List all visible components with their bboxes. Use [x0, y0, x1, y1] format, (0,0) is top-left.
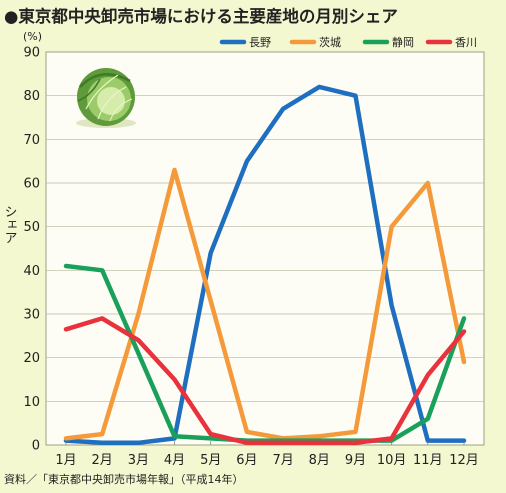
x-tick-label: 12月 [449, 453, 479, 468]
source-note: 資料／「東京都中央卸売市場年報」（平成14年） [4, 473, 244, 486]
y-tick-label: 40 [23, 264, 40, 279]
x-axis: 1月 2月 3月 4月 5月 6月 7月 8月 9月 10月 11月 12月 [55, 441, 479, 468]
x-tick-label: 2月 [92, 453, 113, 468]
y-tick-label: 90 [23, 46, 40, 61]
series-line-4 [63, 316, 467, 446]
x-tick-label: 8月 [309, 453, 330, 468]
y-unit: (%) [23, 30, 42, 43]
legend-label: 香川 [455, 36, 477, 49]
y-tick-label: 30 [23, 308, 40, 323]
x-tick-label: 4月 [164, 453, 185, 468]
y-tick-label: 70 [23, 133, 40, 148]
x-tick-label: 5月 [200, 453, 221, 468]
y-tick-label: 10 [23, 395, 40, 410]
x-tick-label: 6月 [236, 453, 257, 468]
legend-label: 静岡 [392, 35, 414, 49]
y-tick-label: 80 [23, 89, 40, 104]
chart-title: ●東京都中央卸売市場における主要産地の月別シェア [4, 7, 398, 26]
x-tick-label: 11月 [413, 453, 443, 468]
x-tick-label: 3月 [128, 453, 149, 468]
y-axis-label: シェア [2, 205, 17, 244]
x-tick-label: 1月 [55, 453, 76, 468]
y-tick-label: 50 [23, 220, 40, 235]
series-line-1 [63, 84, 467, 446]
y-tick-label: 60 [23, 177, 40, 192]
x-tick-label: 9月 [345, 453, 366, 468]
x-tick-label: 10月 [377, 453, 407, 468]
legend: 長野 茨城 静岡 香川 [219, 35, 477, 49]
cabbage-icon [76, 68, 136, 128]
legend-label: 茨城 [319, 35, 341, 49]
legend-label: 長野 [249, 36, 271, 49]
x-tick-label: 7月 [272, 453, 293, 468]
y-tick-label: 0 [32, 439, 40, 454]
series-lines [63, 84, 467, 446]
y-tick-label: 20 [23, 351, 40, 366]
y-axis: 0 10 20 30 40 50 60 70 80 90 [23, 46, 40, 454]
